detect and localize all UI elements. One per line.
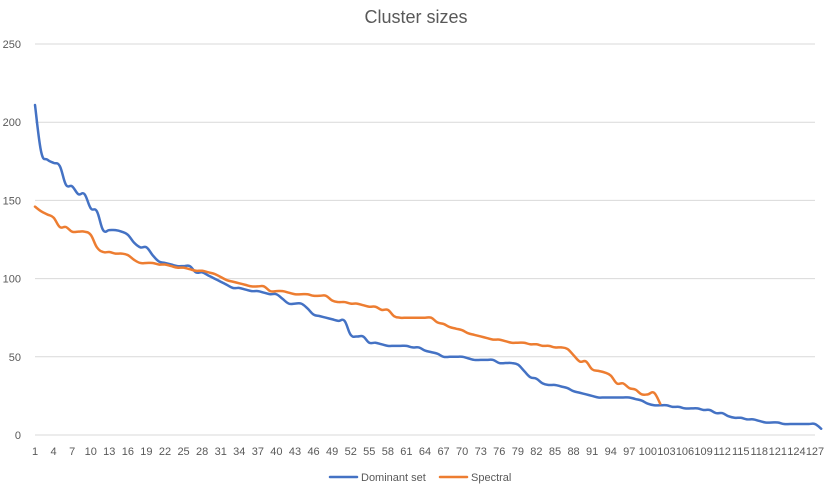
- x-tick-label: 49: [326, 446, 338, 458]
- x-tick-label: 64: [419, 446, 431, 458]
- x-tick-label: 25: [177, 446, 189, 458]
- x-tick-label: 112: [713, 446, 731, 458]
- x-tick-label: 34: [233, 446, 245, 458]
- x-tick-label: 28: [196, 446, 208, 458]
- x-tick-label: 103: [657, 446, 675, 458]
- x-tick-label: 31: [215, 446, 227, 458]
- y-tick-label: 0: [15, 430, 21, 442]
- y-tick-label: 100: [3, 274, 21, 286]
- x-tick-label: 115: [732, 446, 750, 458]
- x-tick-label: 97: [623, 446, 635, 458]
- x-tick-label: 1: [32, 446, 38, 458]
- x-tick-label: 7: [69, 446, 75, 458]
- chart-title: Cluster sizes: [364, 7, 467, 27]
- y-tick-label: 150: [3, 195, 21, 207]
- x-tick-label: 118: [751, 446, 769, 458]
- x-tick-label: 19: [140, 446, 152, 458]
- series-line-spectral: [33, 205, 662, 405]
- x-tick-label: 94: [605, 446, 617, 458]
- x-tick-label: 37: [252, 446, 264, 458]
- x-tick-label: 70: [456, 446, 468, 458]
- x-tick-label: 124: [787, 446, 805, 458]
- gridlines: [35, 43, 815, 436]
- x-tick-label: 91: [586, 446, 598, 458]
- legend: Dominant set Spectral: [328, 472, 511, 484]
- x-tick-label: 109: [694, 446, 712, 458]
- legend-label: Dominant set: [361, 472, 426, 484]
- y-axis-ticks: 0 50 100 150 200 250: [3, 39, 21, 442]
- x-tick-label: 4: [51, 446, 57, 458]
- x-tick-label: 13: [103, 446, 115, 458]
- x-tick-label: 46: [307, 446, 319, 458]
- x-tick-label: 88: [567, 446, 579, 458]
- x-tick-label: 61: [400, 446, 412, 458]
- x-tick-label: 76: [493, 446, 505, 458]
- x-tick-label: 100: [639, 446, 657, 458]
- legend-label: Spectral: [471, 472, 511, 484]
- x-tick-label: 55: [363, 446, 375, 458]
- x-tick-label: 121: [769, 446, 787, 458]
- x-tick-label: 73: [475, 446, 487, 458]
- x-tick-label: 79: [512, 446, 524, 458]
- x-tick-label: 85: [549, 446, 561, 458]
- x-tick-label: 10: [85, 446, 97, 458]
- x-tick-label: 106: [676, 446, 694, 458]
- x-tick-label: 22: [159, 446, 171, 458]
- series-line-dominant-set: [33, 103, 823, 430]
- x-tick-label: 52: [345, 446, 357, 458]
- y-tick-label: 200: [3, 117, 21, 129]
- y-tick-label: 250: [3, 39, 21, 51]
- x-tick-label: 82: [530, 446, 542, 458]
- y-tick-label: 50: [9, 352, 21, 364]
- x-axis-ticks: 1 4 7 10 13 16 19 22 25 28 31 34 37 40 43 46 49 52 55 58 61 6…: [32, 446, 824, 458]
- x-tick-label: 127: [806, 446, 824, 458]
- x-tick-label: 40: [270, 446, 282, 458]
- x-tick-label: 16: [122, 446, 134, 458]
- x-tick-label: 58: [382, 446, 394, 458]
- x-tick-label: 67: [437, 446, 449, 458]
- series-lines: [33, 103, 823, 430]
- x-tick-label: 43: [289, 446, 301, 458]
